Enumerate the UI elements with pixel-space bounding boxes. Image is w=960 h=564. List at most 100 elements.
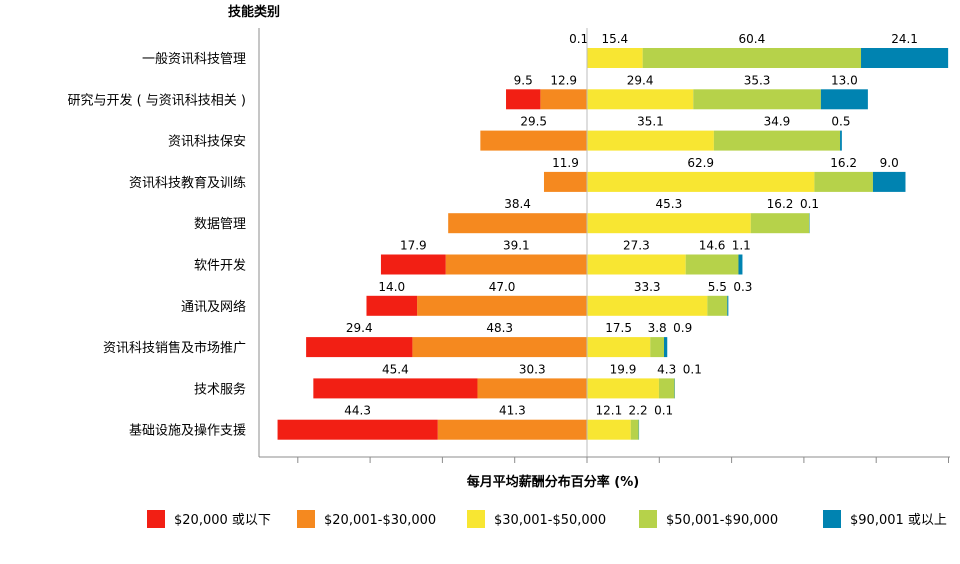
value-label: 16.2 (767, 197, 794, 211)
legend-swatch (467, 510, 485, 528)
bar-segment (438, 420, 587, 440)
value-label: 60.4 (738, 32, 765, 46)
value-label: 45.4 (382, 362, 409, 376)
value-label: 0.1 (569, 32, 588, 46)
value-label: 30.3 (519, 362, 546, 376)
legend-label: $30,001-$50,000 (494, 513, 606, 528)
bar-segment (751, 213, 810, 233)
value-label: 44.3 (344, 404, 371, 418)
value-label: 0.1 (800, 197, 819, 211)
value-label: 1.1 (732, 239, 751, 253)
bar-segment (540, 89, 587, 109)
bar-segment (417, 296, 587, 316)
bar-segment (477, 378, 587, 398)
bar-segment (814, 172, 873, 192)
value-label: 19.9 (610, 362, 637, 376)
category-label: 基础设施及操作支援 (129, 423, 246, 439)
value-label: 62.9 (687, 156, 714, 170)
value-label: 27.3 (623, 239, 650, 253)
value-label: 13.0 (831, 73, 858, 87)
bar-segment (643, 48, 861, 68)
category-label: 资讯科技教育及训练 (129, 175, 246, 191)
bar-segment (686, 255, 739, 275)
value-label: 0.3 (733, 280, 752, 294)
bar-segment (448, 213, 587, 233)
bar-segment (650, 337, 664, 357)
value-label: 9.0 (880, 156, 899, 170)
bar-segment (278, 420, 438, 440)
bar-segment (381, 255, 446, 275)
value-label: 39.1 (503, 239, 530, 253)
legend-label: $20,000 或以下 (174, 513, 271, 528)
value-label: 11.9 (552, 156, 579, 170)
value-label: 24.1 (891, 32, 918, 46)
bar-segment (587, 378, 659, 398)
legend-label: $90,001 或以上 (850, 513, 947, 528)
value-label: 15.4 (601, 32, 628, 46)
bar-segment (446, 255, 587, 275)
legend-swatch (823, 510, 841, 528)
value-label: 14.0 (378, 280, 405, 294)
value-label: 17.9 (400, 239, 427, 253)
bar-segment (587, 48, 643, 68)
legend-swatch (297, 510, 315, 528)
value-label: 9.5 (514, 73, 533, 87)
category-label: 研究与开发 ( 与资讯科技相关 ) (67, 92, 246, 108)
category-label: 一般资讯科技管理 (142, 51, 246, 67)
category-label: 数据管理 (194, 217, 246, 232)
bar-segment (544, 172, 587, 192)
value-label: 16.2 (830, 156, 857, 170)
y-axis-title: 技能类别 (228, 4, 280, 20)
value-label: 48.3 (486, 321, 513, 335)
value-label: 29.4 (627, 73, 654, 87)
bar-segment (821, 89, 868, 109)
value-label: 2.2 (629, 404, 648, 418)
value-label: 3.8 (648, 321, 667, 335)
value-label: 35.3 (744, 73, 771, 87)
bar-segment (313, 378, 477, 398)
bar-segment (840, 131, 842, 151)
value-label: 17.5 (605, 321, 632, 335)
legend-swatch (639, 510, 657, 528)
bar-segment (587, 89, 693, 109)
bar-segment (873, 172, 906, 192)
legend-label: $50,001-$90,000 (666, 513, 778, 528)
value-label: 0.1 (654, 404, 673, 418)
bar-segment (587, 420, 631, 440)
bar-segment (587, 131, 714, 151)
bar-segment (306, 337, 412, 357)
bar-segment (714, 131, 840, 151)
bar-segment (587, 296, 707, 316)
bar-segment (587, 337, 650, 357)
bar-segment (659, 378, 675, 398)
bar-segment (412, 337, 587, 357)
value-label: 0.5 (831, 115, 850, 129)
value-label: 29.4 (346, 321, 373, 335)
bar-segment (861, 48, 948, 68)
legend-swatch (147, 510, 165, 528)
bar-segment (587, 172, 814, 192)
bar-segment (693, 89, 821, 109)
category-label: 技术服务 (194, 381, 246, 397)
bar-segment (727, 296, 728, 316)
value-label: 14.6 (699, 239, 726, 253)
bar-segment (587, 213, 751, 233)
value-label: 41.3 (499, 404, 526, 418)
value-label: 29.5 (520, 115, 547, 129)
bar-segment (587, 255, 686, 275)
value-label: 4.3 (657, 362, 676, 376)
value-label: 12.9 (550, 73, 577, 87)
bars-layer (278, 48, 949, 440)
value-label: 47.0 (489, 280, 516, 294)
value-label: 33.3 (634, 280, 661, 294)
value-label: 0.1 (683, 362, 702, 376)
value-label: 38.4 (504, 197, 531, 211)
bar-segment (480, 131, 587, 151)
category-label: 通讯及网络 (181, 299, 246, 315)
legend: $20,000 或以下$20,001-$30,000$30,001-$50,00… (147, 510, 947, 528)
bar-segment (366, 296, 417, 316)
bar-segment (631, 420, 639, 440)
